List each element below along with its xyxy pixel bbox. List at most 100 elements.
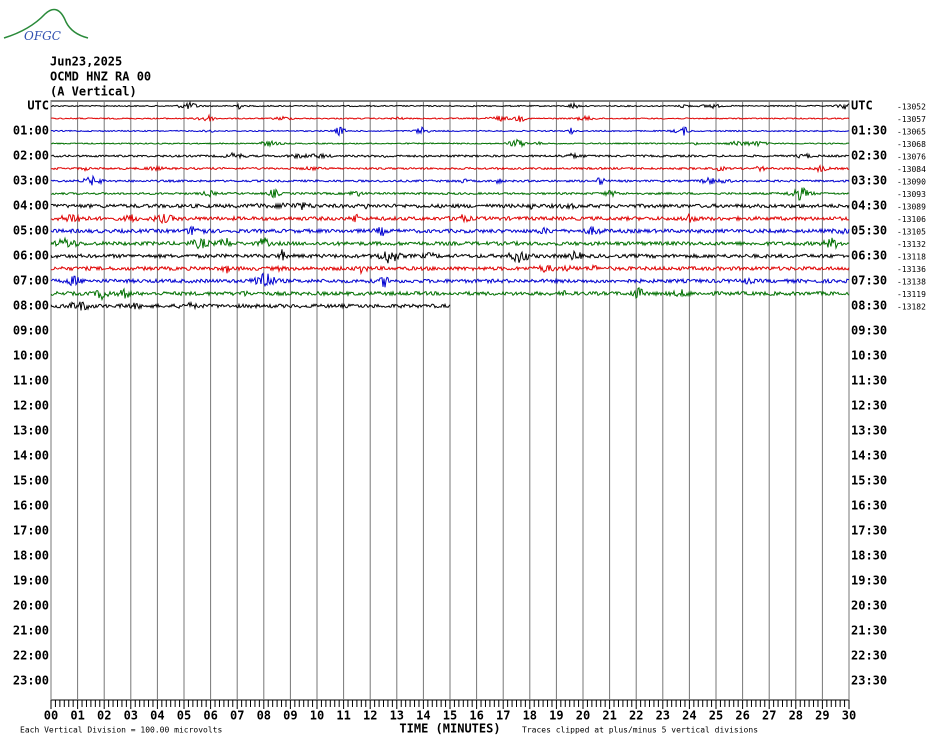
x-tick-label: 29 xyxy=(815,709,829,723)
left-label: 14:00 xyxy=(13,449,49,463)
right-label: 18:30 xyxy=(851,549,887,563)
right-label: 09:30 xyxy=(851,324,887,338)
trace xyxy=(50,236,850,250)
right-label: 16:30 xyxy=(851,499,887,513)
component: (A Vertical) xyxy=(50,85,137,99)
x-tick-label: 06 xyxy=(203,709,217,723)
x-tick-label: 04 xyxy=(150,709,164,723)
offset-label: -13105 xyxy=(897,228,926,237)
x-tick-label: 19 xyxy=(549,709,563,723)
trace xyxy=(51,174,850,186)
offset-label: -13065 xyxy=(897,128,926,137)
left-label: 06:00 xyxy=(13,249,49,263)
left-label: 04:00 xyxy=(13,199,49,213)
right-label: 10:30 xyxy=(851,349,887,363)
right-label: 21:30 xyxy=(851,624,887,638)
left-label: UTC xyxy=(27,99,49,113)
left-label: 13:00 xyxy=(13,424,49,438)
x-tick-label: 14 xyxy=(416,709,430,723)
offset-label: -13182 xyxy=(897,303,926,312)
x-tick-label: 20 xyxy=(576,709,590,723)
x-tick-label: 08 xyxy=(257,709,271,723)
trace xyxy=(50,213,850,225)
trace xyxy=(50,187,850,201)
offset-label: -13090 xyxy=(897,178,926,187)
x-tick-label: 13 xyxy=(390,709,404,723)
trace xyxy=(50,225,850,237)
offset-label: -13106 xyxy=(897,215,926,224)
right-label: 03:30 xyxy=(851,174,887,188)
left-label: 15:00 xyxy=(13,474,49,488)
x-tick-label: 18 xyxy=(523,709,537,723)
x-tick-label: 15 xyxy=(443,709,457,723)
right-label: 19:30 xyxy=(851,574,887,588)
right-label: 11:30 xyxy=(851,374,887,388)
x-tick-label: 05 xyxy=(177,709,191,723)
left-label: 05:00 xyxy=(13,224,49,238)
trace xyxy=(50,263,850,276)
right-label: UTC xyxy=(851,99,873,113)
x-tick-label: 24 xyxy=(682,709,696,723)
right-label: 01:30 xyxy=(851,124,887,138)
offset-label: -13132 xyxy=(897,240,926,249)
x-tick-label: 27 xyxy=(762,709,776,723)
right-label: 05:30 xyxy=(851,224,887,238)
x-tick-label: 22 xyxy=(629,709,643,723)
x-tick-label: 10 xyxy=(310,709,324,723)
x-tick-label: 26 xyxy=(735,709,749,723)
offset-label: -13093 xyxy=(897,190,926,199)
right-label: 17:30 xyxy=(851,524,887,538)
right-label: 02:30 xyxy=(851,149,887,163)
x-tick-label: 17 xyxy=(496,709,510,723)
left-label: 02:00 xyxy=(13,149,49,163)
offset-label: -13084 xyxy=(897,165,926,174)
right-label: 07:30 xyxy=(851,274,887,288)
left-label: 18:00 xyxy=(13,549,49,563)
logo: OFGC xyxy=(24,29,61,43)
x-tick-label: 03 xyxy=(124,709,138,723)
right-label: 12:30 xyxy=(851,399,887,413)
left-label: 09:00 xyxy=(13,324,49,338)
x-tick-label: 09 xyxy=(283,709,297,723)
x-tick-label: 30 xyxy=(842,709,856,723)
offset-label: -13052 xyxy=(897,103,926,112)
left-label: 20:00 xyxy=(13,599,49,613)
trace xyxy=(51,100,850,110)
trace xyxy=(50,300,451,311)
offset-label: -13118 xyxy=(897,253,926,262)
right-label: 04:30 xyxy=(851,199,887,213)
right-label: 14:30 xyxy=(851,449,887,463)
trace xyxy=(50,151,850,160)
x-tick-label: 25 xyxy=(709,709,723,723)
x-tick-label: 00 xyxy=(44,709,58,723)
x-tick-label: 23 xyxy=(656,709,670,723)
x-tick-label: 21 xyxy=(602,709,616,723)
right-label: 13:30 xyxy=(851,424,887,438)
right-label: 08:30 xyxy=(851,299,887,313)
left-label: 23:00 xyxy=(13,674,49,688)
offset-label: -13068 xyxy=(897,140,926,149)
right-label: 20:30 xyxy=(851,599,887,613)
left-label: 11:00 xyxy=(13,374,49,388)
left-label: 01:00 xyxy=(13,124,49,138)
offset-label: -13089 xyxy=(897,203,926,212)
x-tick-label: 07 xyxy=(230,709,244,723)
trace xyxy=(50,126,850,137)
x-tick-label: 01 xyxy=(70,709,84,723)
trace xyxy=(51,138,850,149)
offset-label: -13119 xyxy=(897,290,926,299)
trace xyxy=(51,113,850,123)
right-label: 06:30 xyxy=(851,249,887,263)
offset-label: -13076 xyxy=(897,153,926,162)
left-label: 17:00 xyxy=(13,524,49,538)
right-label: 15:30 xyxy=(851,474,887,488)
left-label: 16:00 xyxy=(13,499,49,513)
left-label: 21:00 xyxy=(13,624,49,638)
clip-note: Traces clipped at plus/minus 5 vertical … xyxy=(522,726,758,735)
right-label: 22:30 xyxy=(851,649,887,663)
trace xyxy=(51,201,850,211)
left-label: 08:00 xyxy=(13,299,49,313)
left-label: 10:00 xyxy=(13,349,49,363)
x-tick-label: 02 xyxy=(97,709,111,723)
